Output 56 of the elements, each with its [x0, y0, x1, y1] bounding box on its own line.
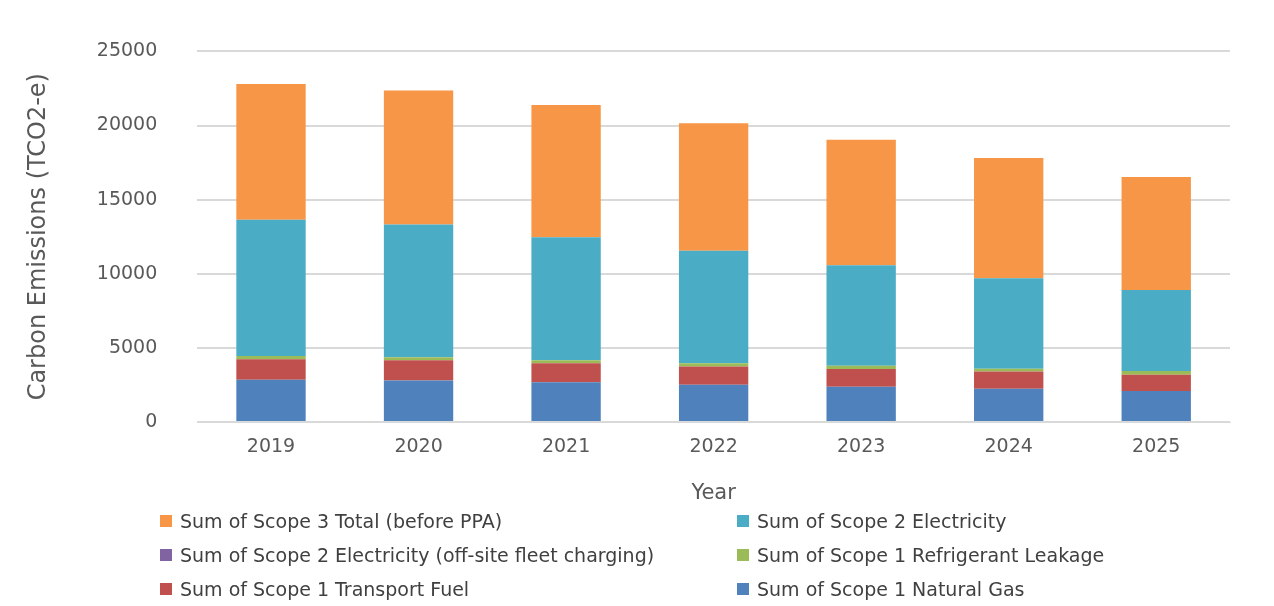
bar: [826, 386, 896, 421]
bar: [1121, 391, 1191, 421]
bar: [236, 84, 306, 220]
x-tick-label: 2025: [1132, 434, 1181, 457]
bar: [383, 380, 454, 421]
bar: [826, 265, 896, 366]
x-tick-label: 2022: [689, 434, 738, 457]
legend-label: Sum of Scope 2 Electricity: [757, 510, 1007, 532]
legend-label: Sum of Scope 3 Total (before PPA): [180, 510, 503, 532]
x-tick-label: 2019: [246, 434, 296, 457]
legend-label: Sum of Scope 1 Refrigerant Leakage: [757, 544, 1105, 566]
bar: [531, 105, 601, 238]
bar: [678, 363, 749, 367]
bar: [678, 384, 749, 421]
bar: [974, 371, 1044, 389]
bar: [826, 139, 896, 266]
legend-label: Sum of Scope 1 Natural Gas: [757, 578, 1025, 600]
x-tick-label: 2021: [541, 434, 591, 457]
bar: [383, 360, 454, 381]
bar: [531, 360, 601, 364]
legend-label: Sum of Scope 1 Transport Fuel: [180, 578, 470, 600]
bar: [1121, 177, 1191, 290]
legend-label: Sum of Scope 2 Electricity (off-site fleet charging): [180, 544, 655, 566]
bar: [236, 219, 306, 357]
y-tick-label: 10000: [96, 260, 158, 283]
y-tick-label: 15000: [96, 186, 158, 209]
bar: [974, 388, 1044, 421]
bar: [531, 363, 601, 383]
bar: [236, 356, 306, 360]
bar: [383, 90, 454, 225]
bar: [1121, 371, 1191, 375]
y-tick-label: 0: [145, 408, 158, 431]
bar: [531, 382, 601, 421]
x-axis-title: Year: [690, 479, 737, 504]
bar: [826, 368, 896, 387]
bar: [678, 123, 749, 251]
bar: [826, 365, 896, 369]
bar: [678, 366, 749, 385]
bar: [531, 237, 601, 361]
bar: [678, 250, 749, 364]
y-axis-title: Carbon Emissions (TCO2-e): [22, 73, 51, 401]
bar: [974, 157, 1044, 279]
y-tick-label: 5000: [108, 334, 158, 357]
bar: [383, 224, 454, 358]
bar: [974, 278, 1044, 369]
y-tick-label: 20000: [96, 112, 158, 135]
bar: [974, 368, 1044, 372]
bar: [1121, 289, 1191, 372]
x-tick-label: 2023: [836, 434, 886, 457]
bar: [236, 359, 306, 380]
bar: [1121, 374, 1191, 392]
y-tick-label: 25000: [96, 38, 158, 61]
bar: [383, 357, 454, 361]
x-tick-label: 2024: [984, 434, 1033, 457]
x-tick-label: 2020: [394, 434, 443, 457]
bar: [236, 379, 306, 421]
